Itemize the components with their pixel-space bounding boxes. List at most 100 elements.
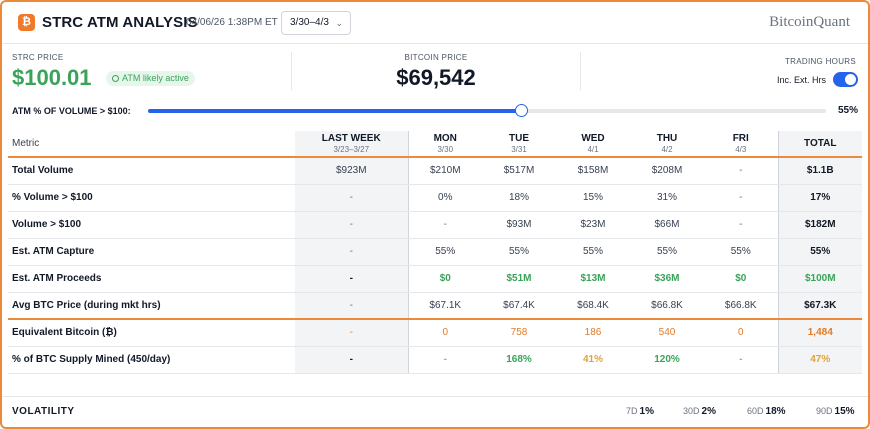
column-sub: 3/23–3/27: [333, 145, 370, 154]
table-cell: $23M: [556, 211, 630, 239]
atm-volume-slider-value: 55%: [837, 105, 858, 116]
table-cell: 55%: [704, 238, 778, 266]
bitcoin-price-label: BITCOIN PRICE: [404, 53, 468, 62]
table-cell: $0: [408, 265, 482, 293]
table-cell: -: [295, 265, 409, 293]
slider-thumb[interactable]: [514, 104, 528, 117]
volatility-60d: 60D 18%: [747, 406, 786, 417]
table-cell: 120%: [630, 346, 704, 374]
column-sub: 4/2: [661, 145, 673, 154]
row-metric-label: Total Volume: [8, 157, 295, 185]
table-cell: 15%: [556, 184, 630, 212]
table-cell: $517M: [482, 157, 556, 185]
chevron-down-icon: ⌄: [335, 18, 343, 28]
divider: [580, 52, 581, 90]
table-cell: 55%: [482, 238, 556, 266]
table-cell: $66.8K: [704, 292, 778, 320]
column-header-thu: THU 4/2: [630, 131, 704, 158]
table-row: Equivalent Bitcoin (₿) -0 758 186 540 0 1,484: [8, 319, 862, 347]
table-cell: 18%: [482, 184, 556, 212]
table-cell: $36M: [630, 265, 704, 293]
volatility-90d: 90D 15%: [816, 406, 855, 417]
table-cell: -: [704, 211, 778, 239]
column-label: TOTAL: [804, 138, 837, 149]
column-header-mon: MON 3/30: [408, 131, 482, 158]
volatility-value: 1%: [639, 406, 654, 417]
row-metric-label: % Volume > $100: [8, 184, 295, 212]
ext-hours-label: Inc. Ext. Hrs: [776, 75, 826, 85]
table-cell: -: [704, 346, 778, 374]
table-cell: $93M: [482, 211, 556, 239]
table-cell: $0: [704, 265, 778, 293]
atm-status-badge: ATM likely active: [106, 71, 195, 86]
table-cell: 41%: [556, 346, 630, 374]
row-metric-label: Est. ATM Capture: [8, 238, 295, 266]
column-header-tue: TUE 3/31: [482, 131, 556, 158]
volatility-label: VOLATILITY: [12, 406, 75, 417]
slider-fill: [148, 109, 521, 113]
row-metric-label: % of BTC Supply Mined (450/day): [8, 346, 295, 374]
table-cell: 55%: [408, 238, 482, 266]
table-cell: -: [704, 157, 778, 185]
column-header-total: TOTAL: [777, 131, 862, 158]
table-cell: 31%: [630, 184, 704, 212]
table-cell: -: [295, 238, 409, 266]
table-cell: -: [704, 184, 778, 212]
row-metric-label: Volume > $100: [8, 211, 295, 239]
table-cell: $210M: [408, 157, 482, 185]
table-row: Volume > $100- - $93M $23M $66M - $182M: [8, 211, 862, 239]
table-cell: 47%: [777, 346, 862, 374]
table-row: Est. ATM Proceeds - $0 $51M $13M $36M $0 $100M: [8, 265, 862, 293]
column-label: THU: [656, 133, 678, 144]
volatility-30d: 30D 2%: [683, 406, 716, 417]
column-label: LAST WEEK: [321, 133, 381, 144]
weekly-analysis-table: Metric LAST WEEK 3/23–3/27 MON 3/30 TUE 3/3…: [8, 131, 862, 374]
divider: [291, 52, 292, 90]
column-label: TUE: [509, 133, 529, 144]
volatility-period: 30D: [683, 406, 700, 416]
table-cell: $66.8K: [630, 292, 704, 320]
volatility-7d: 7D 1%: [626, 406, 654, 417]
timestamp: 04/06/26 1:38PM ET: [186, 17, 278, 28]
table-cell: 1,484: [777, 319, 862, 347]
table-cell: 0%: [408, 184, 482, 212]
atm-volume-slider[interactable]: [148, 104, 826, 117]
date-range-select[interactable]: 3/30–4/3 ⌄: [281, 11, 351, 35]
table-cell: -: [295, 319, 409, 347]
column-sub: 4/1: [587, 145, 599, 154]
table-cell: 55%: [777, 238, 862, 266]
atm-status-text: ATM likely active: [122, 73, 189, 83]
column-header-wed: WED 4/1: [556, 131, 630, 158]
table-cell: -: [295, 346, 409, 374]
header-bar: ₿ STRC ATM ANALYSIS 04/06/26 1:38PM ET 3…: [2, 2, 868, 44]
table-cell: 55%: [556, 238, 630, 266]
table-cell: $1.1B: [777, 157, 862, 185]
table-cell: $51M: [482, 265, 556, 293]
app-title: STRC ATM ANALYSIS: [42, 14, 198, 31]
table-cell: 758: [482, 319, 556, 347]
volatility-value: 2%: [701, 406, 716, 417]
table-row: Total Volume $923M $210M $517M $158M $208M - $1…: [8, 157, 862, 185]
table-header-row: Metric LAST WEEK 3/23–3/27 MON 3/30 TUE 3/3…: [8, 131, 862, 158]
table-cell: -: [408, 346, 482, 374]
table-cell: $67.1K: [408, 292, 482, 320]
table-cell: 0: [704, 319, 778, 347]
table-cell: -: [408, 211, 482, 239]
column-label: MON: [433, 133, 457, 144]
table-cell: $100M: [777, 265, 862, 293]
volatility-period: 60D: [747, 406, 764, 416]
brand-logo: BitcoinQuant: [769, 14, 850, 30]
table-cell: $208M: [630, 157, 704, 185]
table-cell: 186: [556, 319, 630, 347]
volatility-value: 15%: [834, 406, 855, 417]
ext-hours-toggle[interactable]: [833, 72, 858, 87]
column-sub: 3/31: [511, 145, 527, 154]
table-cell: 540: [630, 319, 704, 347]
divider: [2, 396, 868, 397]
column-header-last-week: LAST WEEK 3/23–3/27: [295, 131, 409, 158]
table-cell: $182M: [777, 211, 862, 239]
toggle-knob: [845, 74, 856, 85]
table-row: Avg BTC Price (during mkt hrs) - $67.1K $67…: [8, 292, 862, 320]
atm-volume-slider-label: ATM % OF VOLUME > $100:: [12, 106, 131, 116]
